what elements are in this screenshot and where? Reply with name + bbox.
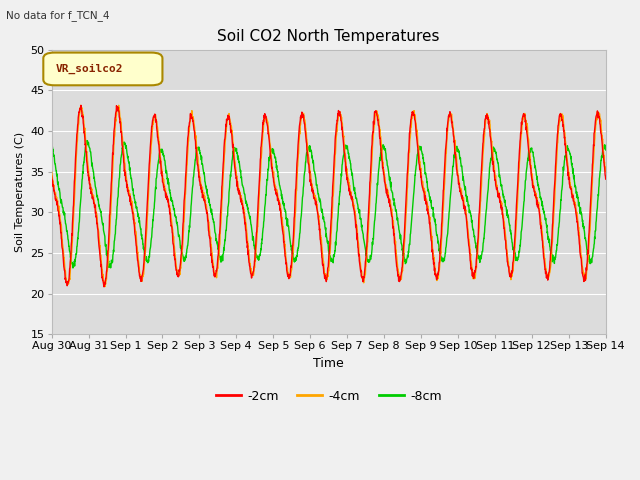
Title: Soil CO2 North Temperatures: Soil CO2 North Temperatures bbox=[218, 29, 440, 44]
X-axis label: Time: Time bbox=[314, 357, 344, 370]
FancyBboxPatch shape bbox=[44, 53, 163, 85]
Text: No data for f_TCN_4: No data for f_TCN_4 bbox=[6, 10, 110, 21]
Y-axis label: Soil Temperatures (C): Soil Temperatures (C) bbox=[15, 132, 25, 252]
Legend: -2cm, -4cm, -8cm: -2cm, -4cm, -8cm bbox=[211, 384, 447, 408]
Text: VR_soilco2: VR_soilco2 bbox=[56, 64, 124, 74]
